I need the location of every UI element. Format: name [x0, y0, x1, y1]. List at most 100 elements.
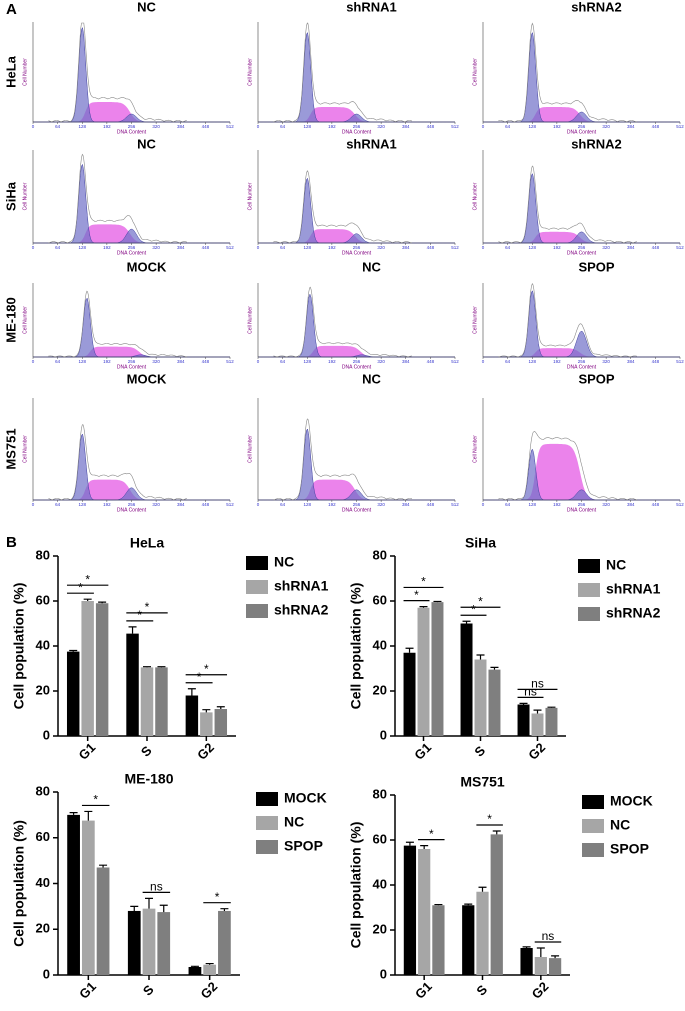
y-tick-label: 80 — [36, 547, 50, 562]
x-tick-label: 512 — [676, 359, 684, 364]
error-bar — [433, 600, 442, 603]
x-tick-label: 192 — [103, 359, 111, 364]
histogram-g1 — [33, 26, 230, 123]
y-tick-label: 0 — [380, 727, 387, 742]
error-bar — [143, 666, 151, 668]
y-tick-label: 60 — [36, 829, 50, 844]
error-bar — [420, 845, 429, 849]
y-tick-label: 0 — [43, 966, 50, 981]
histogram-g2 — [483, 231, 680, 244]
significance-label: ns — [531, 677, 544, 691]
x-tick-label: 320 — [152, 124, 160, 129]
plot-title: NC — [362, 259, 381, 274]
bar — [81, 820, 95, 975]
histogram-s-phase — [483, 443, 680, 500]
error-bar — [519, 702, 528, 705]
bar — [476, 891, 489, 975]
significance-label: ns — [524, 685, 537, 699]
x-tick-label: 0 — [257, 502, 260, 507]
x-tick-label: 192 — [103, 502, 111, 507]
legend-swatch — [256, 840, 278, 854]
significance-label: ns — [150, 880, 163, 894]
y-tick-label: 20 — [373, 921, 387, 936]
histogram-g2 — [33, 113, 230, 123]
x-tick-label: 384 — [627, 502, 635, 507]
histogram-outline — [273, 22, 413, 123]
x-tick-label: 64 — [505, 359, 511, 364]
y-axis-label: Cell Number — [22, 58, 28, 86]
x-tick-label: 512 — [226, 502, 234, 507]
x-tick-label: 384 — [627, 245, 635, 250]
error-bar — [98, 601, 107, 604]
error-bar — [190, 965, 199, 967]
bar — [417, 607, 430, 736]
x-tick-label: 384 — [402, 359, 410, 364]
x-tick-label: 192 — [553, 502, 561, 507]
error-bar — [464, 903, 473, 906]
x-tick-label: S — [471, 743, 488, 760]
x-tick-label: G2 — [529, 979, 552, 1002]
error-bar — [99, 864, 108, 868]
y-tick-label: 20 — [36, 682, 50, 697]
panel-label: A — [6, 1, 17, 18]
error-bar — [419, 606, 428, 608]
x-tick-label: 320 — [152, 502, 160, 507]
x-tick-label: 0 — [482, 502, 485, 507]
significance-label: * — [85, 572, 90, 586]
x-tick-label: 64 — [505, 124, 511, 129]
x-tick-label: 0 — [32, 359, 35, 364]
x-tick-label: 448 — [202, 245, 210, 250]
chart-title: MS751 — [460, 774, 505, 790]
significance-label: * — [414, 588, 419, 602]
y-axis-label: Cell Number — [22, 435, 28, 463]
x-tick-label: 128 — [78, 124, 86, 129]
y-tick-label: 40 — [36, 875, 50, 890]
significance-label: * — [78, 580, 83, 594]
histogram-g2 — [33, 487, 230, 501]
y-axis-label: Cell population (%) — [11, 820, 27, 947]
x-axis-label: DNA Content — [342, 250, 372, 256]
x-axis-label: DNA Content — [117, 250, 147, 256]
histogram-outline — [498, 431, 637, 501]
error-bar — [69, 649, 78, 652]
error-bar — [522, 946, 531, 948]
x-tick-label: 512 — [226, 124, 234, 129]
error-bar — [405, 647, 414, 653]
error-bar — [187, 688, 196, 696]
x-tick-label: 384 — [627, 359, 635, 364]
x-tick-label: S — [473, 982, 490, 999]
x-tick-label: 512 — [676, 502, 684, 507]
y-axis-label: Cell population (%) — [11, 583, 27, 710]
x-tick-label: 64 — [505, 502, 511, 507]
histogram-outline — [273, 418, 412, 501]
x-tick-label: G1 — [412, 979, 435, 1002]
row-label: SiHa — [3, 181, 18, 211]
bar — [474, 659, 487, 736]
x-tick-label: 512 — [451, 502, 459, 507]
error-bar — [69, 811, 78, 815]
y-axis-label: Cell Number — [247, 58, 253, 86]
x-tick-label: 384 — [177, 359, 185, 364]
y-tick-label: 0 — [43, 727, 50, 742]
error-bar — [84, 810, 93, 821]
plot-title: shRNA1 — [346, 136, 397, 151]
significance-label: * — [421, 575, 426, 589]
y-axis-label: Cell Number — [22, 182, 28, 210]
x-tick-label: 128 — [78, 359, 86, 364]
legend-label: MOCK — [284, 790, 327, 806]
bar — [488, 669, 501, 736]
error-bar — [551, 955, 560, 959]
x-tick-label: 512 — [226, 245, 234, 250]
x-tick-label: S — [140, 982, 157, 999]
y-axis-label: Cell Number — [472, 435, 478, 463]
bar — [490, 834, 503, 975]
legend-label: NC — [610, 817, 630, 833]
y-tick-label: 60 — [373, 592, 387, 607]
x-tick-label: 0 — [32, 124, 35, 129]
x-tick-label: 448 — [427, 124, 435, 129]
x-axis-label: DNA Content — [567, 507, 597, 513]
error-bar — [202, 709, 211, 713]
bar — [200, 712, 213, 736]
significance-label: * — [471, 602, 476, 616]
bar — [531, 713, 544, 736]
